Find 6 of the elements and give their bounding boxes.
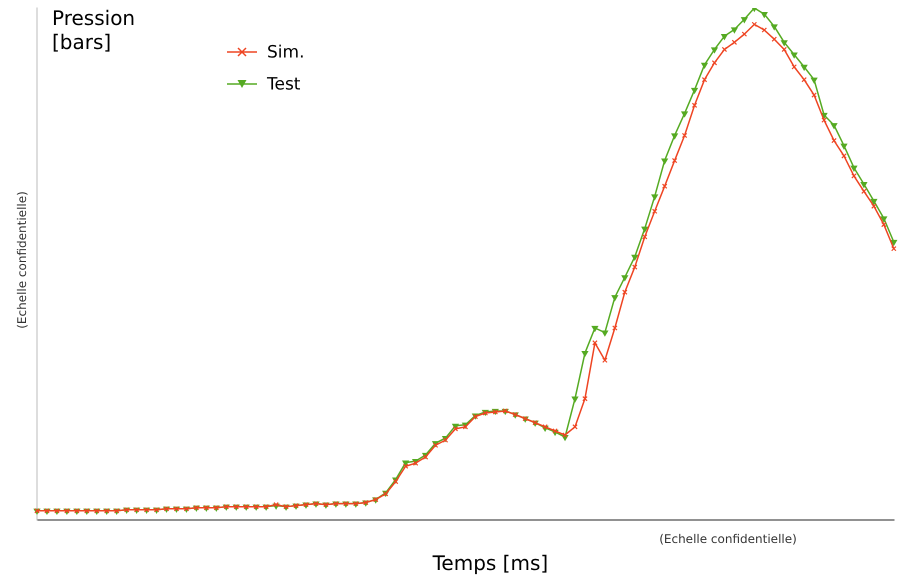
y-axis-title: Pression [bars] xyxy=(52,6,136,54)
text: (Echelle confidentielle) xyxy=(15,191,30,329)
legend-label: Test xyxy=(266,74,301,94)
x-axis-title: Temps [ms] xyxy=(432,551,548,575)
text: (Echelle confidentielle) xyxy=(659,532,797,546)
legend-label: Sim. xyxy=(267,42,304,62)
